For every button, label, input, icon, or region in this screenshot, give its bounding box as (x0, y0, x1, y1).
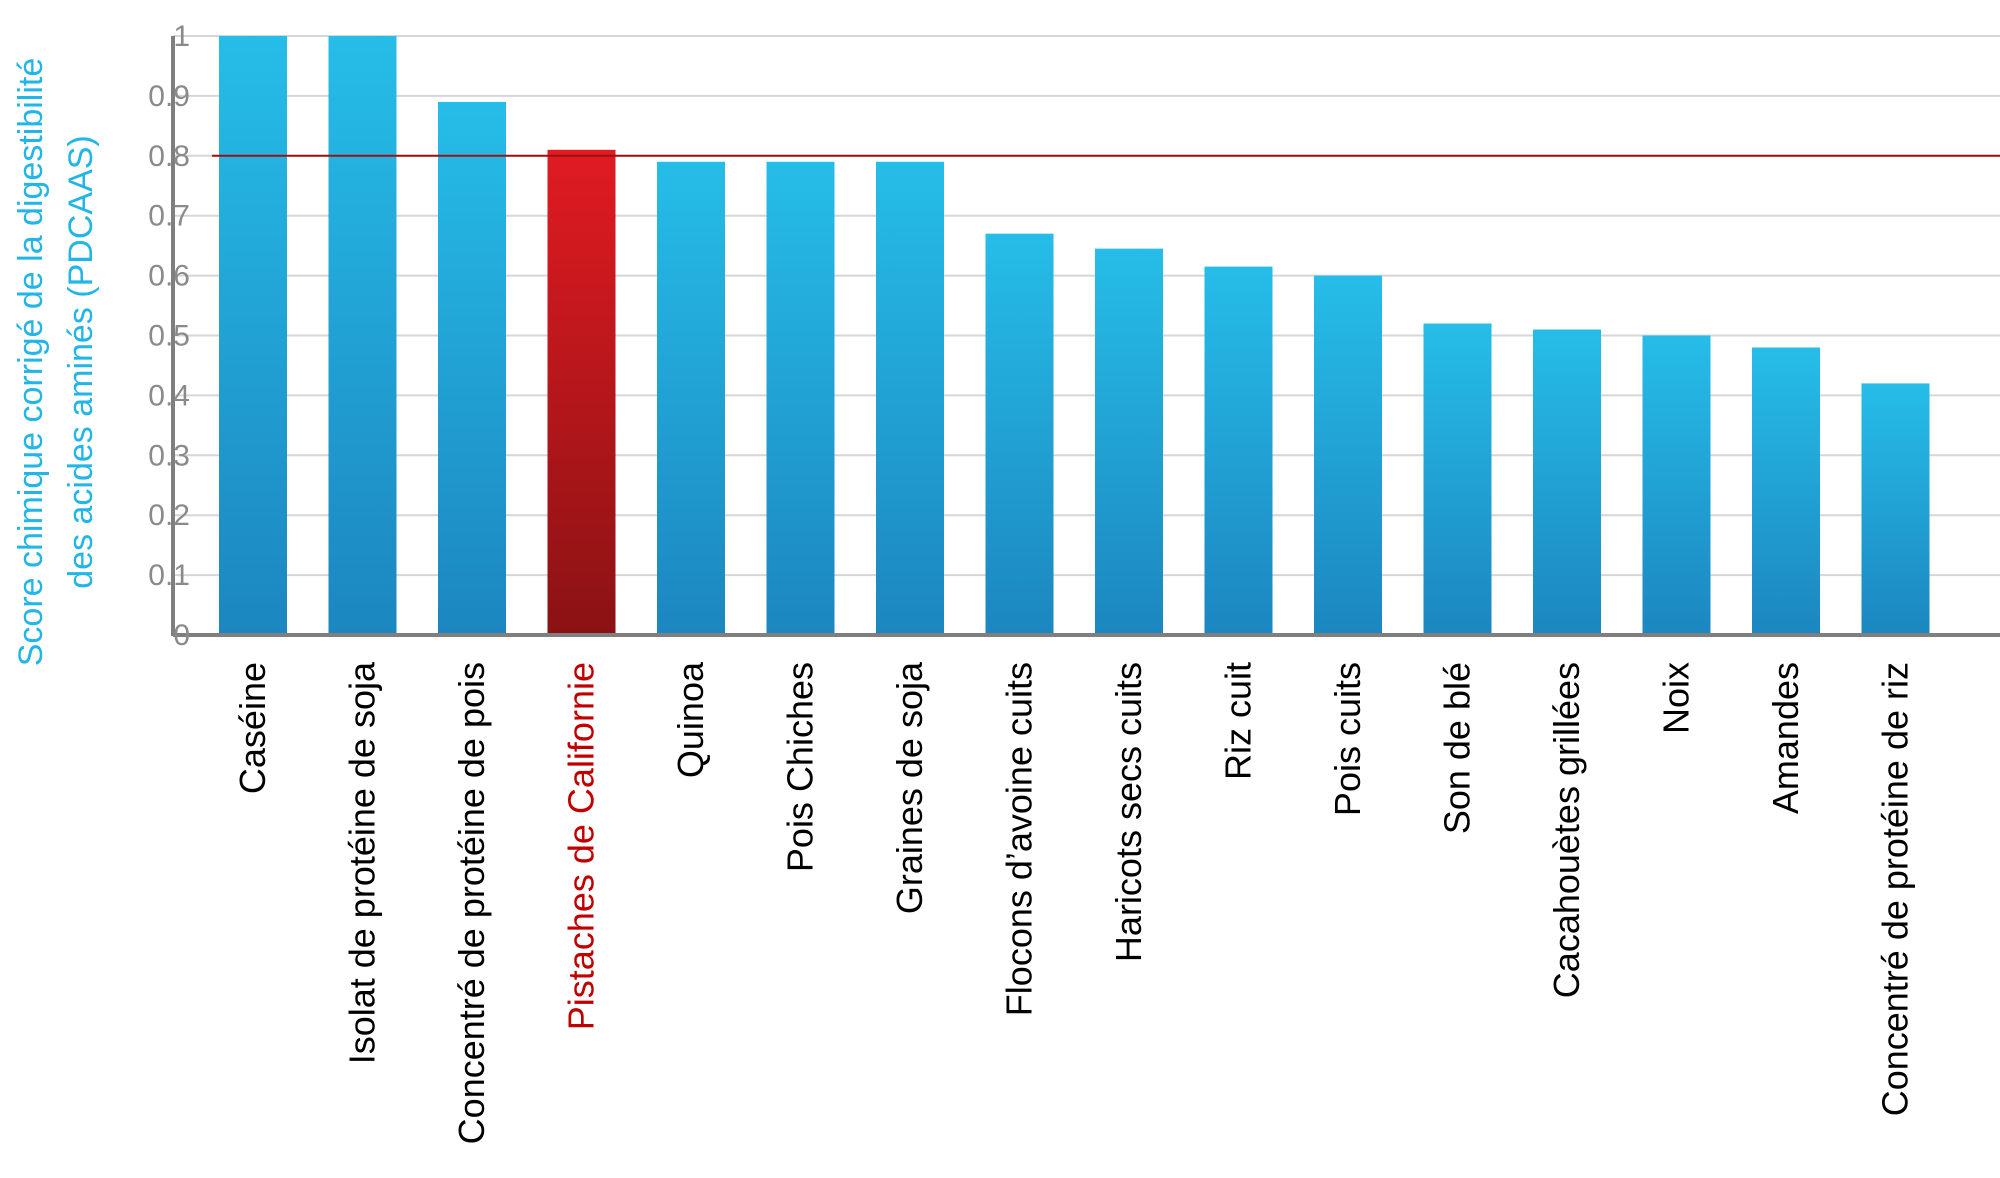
y-tick-label: 0.4 (148, 379, 190, 412)
bar (438, 101, 506, 635)
bar (1533, 329, 1601, 635)
bar (328, 36, 397, 635)
axes (171, 36, 2000, 637)
x-category-label: Haricots secs cuits (1108, 662, 1149, 962)
bar (766, 161, 835, 636)
x-category-label: Amandes (1765, 662, 1806, 814)
y-tick-label: 0.3 (148, 439, 190, 472)
y-axis-title-line2: des acides aminés (PDCAAS) (62, 135, 100, 589)
x-category-label: Flocons d’avoine cuits (999, 662, 1040, 1016)
bar-highlight (547, 149, 616, 635)
bar (1423, 323, 1492, 635)
bar (1642, 335, 1711, 635)
x-category-label: Riz cuit (1218, 662, 1259, 780)
x-category-label: Caséine (232, 662, 273, 794)
y-tick-label: 1 (173, 20, 190, 53)
y-tick-label: 0.2 (148, 499, 190, 532)
x-category-label: Concentré de protéine de riz (1875, 662, 1916, 1116)
x-category-label: Noix (1656, 662, 1697, 734)
bar (985, 233, 1054, 636)
x-category-label: Isolat de protéine de soja (342, 661, 383, 1064)
x-category-label: Cacahouètes grillées (1546, 662, 1587, 998)
bars (219, 36, 1930, 636)
bar (657, 161, 725, 636)
y-tick-label: 0.8 (148, 140, 190, 173)
y-tick-labels: 0 0.1 0.2 0.3 0.4 0.5 0.6 0.7 0.8 0.9 1 (148, 20, 190, 652)
y-axis-title: Score chimique corrigé de la digestibili… (12, 58, 100, 667)
x-category-label: Son de blé (1437, 662, 1478, 834)
bar (219, 36, 287, 635)
x-category-label: Pois Chiches (780, 662, 821, 872)
x-category-label: Pistaches de Californie (561, 662, 602, 1030)
x-category-label: Graines de soja (889, 661, 930, 914)
category-labels: Caséine Isolat de protéine de soja Concent… (232, 661, 1916, 1144)
bar (1314, 275, 1382, 635)
y-axis-title-line1: Score chimique corrigé de la digestibili… (12, 58, 50, 667)
y-tick-label: 0 (173, 619, 190, 652)
y-tick-label: 0.7 (148, 200, 190, 233)
y-tick-label: 0.5 (148, 320, 190, 353)
y-tick-label: 0.1 (148, 559, 190, 592)
bar (1095, 248, 1163, 635)
bar (876, 161, 944, 636)
bar (1861, 383, 1930, 635)
y-tick-label: 0.9 (148, 80, 190, 113)
bar (1752, 347, 1820, 635)
x-category-label: Concentré de protéine de pois (451, 662, 492, 1144)
x-category-label: Quinoa (670, 661, 711, 778)
y-tick-label: 0.6 (148, 260, 190, 293)
x-category-label: Pois cuits (1327, 662, 1368, 816)
bar (1204, 266, 1273, 635)
